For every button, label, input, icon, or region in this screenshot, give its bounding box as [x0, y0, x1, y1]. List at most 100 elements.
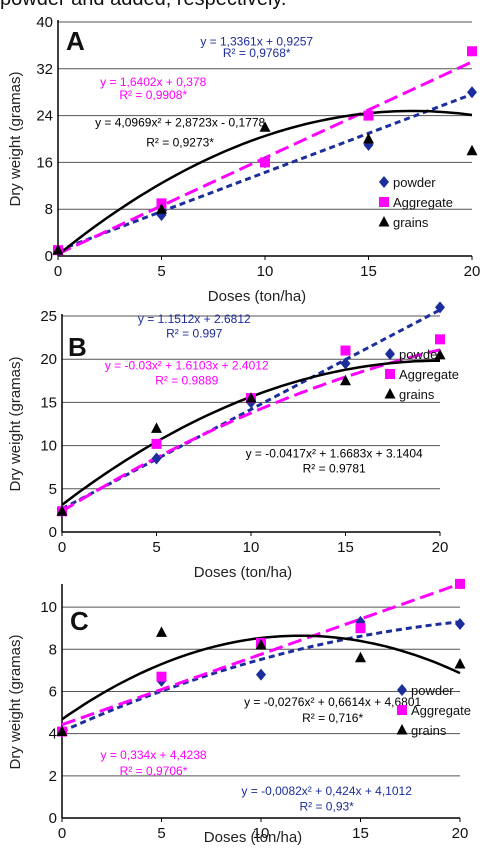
y-tick-label: 40 — [36, 14, 53, 31]
y-tick-label: 5 — [49, 481, 57, 498]
y-tick-label: 25 — [40, 308, 57, 325]
panel-letter: C — [70, 606, 89, 636]
y-tick-label: 0 — [49, 810, 57, 827]
legend-label-grains: grains — [393, 215, 429, 230]
y-tick-label: 4 — [49, 726, 57, 743]
trendline-aggregate — [61, 348, 441, 513]
point-aggregate — [435, 334, 445, 345]
equation-label-grains: R² = 0,9273* — [146, 136, 214, 150]
legend: powder Aggregate grains — [384, 347, 459, 402]
point-powder — [256, 668, 266, 681]
point-aggregate — [363, 110, 374, 121]
y-axis-title: Dry weight (gramas) — [7, 356, 24, 491]
x-tick-label: 15 — [337, 539, 354, 556]
panel-b: 0 5 10 15 20 25 0 5 10 15 20 Doses (ton/ha) Dry weig… — [7, 301, 459, 581]
x-tick-label: 20 — [432, 539, 449, 556]
x-tick-label: 10 — [253, 825, 270, 842]
y-tick-label: 20 — [40, 351, 57, 368]
legend-label-aggregate: Aggregate — [411, 703, 471, 718]
legend-marker-aggregate — [379, 197, 389, 207]
trendline-aggregate — [61, 582, 461, 727]
point-aggregate — [156, 671, 167, 682]
legend: powder Aggregate grains — [396, 683, 471, 738]
point-grains — [255, 639, 267, 650]
y-tick-label: 2 — [49, 768, 57, 785]
y-tick-label: 6 — [49, 683, 57, 700]
legend-marker-grains — [396, 724, 408, 735]
point-grains — [466, 144, 478, 156]
x-tick-label: 0 — [58, 825, 66, 842]
x-tick-label: 5 — [152, 539, 160, 556]
equation-label-aggregate: R² = 0.9889 — [155, 373, 218, 387]
equation-label-powder: y = -0,0082x² + 0,424x + 4,1012 — [241, 784, 412, 798]
point-aggregate — [151, 438, 162, 449]
x-tick-label: 5 — [157, 263, 165, 280]
equation-label-powder: R² = 0,93* — [299, 800, 354, 814]
y-tick-label: 0 — [49, 524, 57, 541]
x-tick-label: 15 — [360, 263, 377, 280]
equation-label-grains: y = -0.0417x² + 1.6683x + 3.1404 — [246, 447, 423, 461]
point-grains — [363, 133, 374, 144]
legend-marker-powder — [379, 176, 389, 188]
equation-label-grains: R² = 0.9781 — [303, 461, 366, 475]
y-tick-label: 0 — [45, 248, 53, 265]
panel-letter: B — [68, 332, 87, 362]
panel-letter: A — [66, 26, 85, 56]
legend-label-grains: grains — [411, 723, 447, 738]
legend-marker-grains — [378, 216, 390, 227]
y-tick-label: 10 — [40, 599, 57, 616]
point-grains — [454, 658, 466, 669]
legend-marker-powder — [397, 684, 407, 696]
equation-label-powder: y = 1,3361x + 0,9257 — [200, 34, 313, 48]
x-tick-label: 0 — [58, 539, 66, 556]
legend-marker-powder — [385, 348, 395, 360]
point-powder — [455, 617, 465, 630]
legend-marker-grains — [384, 388, 396, 399]
point-aggregate — [260, 157, 270, 168]
x-tick-label: 20 — [464, 263, 481, 280]
equation-label-grains: y = 4,0969x² + 2,8723x - 0,1778 — [95, 116, 265, 130]
equation-label-aggregate: y = -0.03x² + 1.6103x + 2.4012 — [105, 359, 269, 373]
x-axis-title: Doses (ton/ha) — [208, 288, 306, 305]
top-caption: powder and added, respectively. — [0, 0, 504, 11]
y-tick-label: 32 — [36, 61, 53, 78]
trendline-grains — [61, 359, 440, 506]
legend-label-powder: powder — [393, 175, 436, 190]
legend-label-aggregate: Aggregate — [399, 367, 459, 382]
equation-label-aggregate: y = 1,6402x + 0,378 — [100, 75, 206, 89]
trendline-grains — [57, 109, 473, 256]
legend-label-aggregate: Aggregate — [393, 195, 453, 210]
y-axis-title: Dry weight (gramas) — [7, 71, 24, 206]
y-tick-label: 24 — [36, 108, 53, 125]
trendline-powder — [57, 92, 473, 253]
point-powder — [435, 301, 445, 314]
x-tick-label: 20 — [452, 825, 469, 842]
point-powder — [467, 86, 477, 99]
legend-label-powder: powder — [399, 347, 442, 362]
point-aggregate — [340, 345, 351, 356]
equation-label-aggregate: y = 0,334x + 4,4238 — [100, 748, 206, 762]
legend-marker-aggregate — [385, 369, 395, 379]
point-grains — [259, 121, 271, 132]
x-tick-label: 10 — [243, 539, 260, 556]
equation-label-aggregate: R² = 0,9908* — [119, 88, 187, 102]
point-aggregate — [455, 578, 465, 589]
point-grains — [56, 505, 68, 516]
point-grains — [156, 203, 167, 214]
equation-label-grains: R² = 0,716* — [302, 711, 363, 725]
point-grains — [151, 422, 162, 433]
legend-marker-aggregate — [397, 705, 407, 715]
point-powder — [340, 357, 351, 370]
point-grains — [340, 374, 351, 386]
point-grains — [52, 244, 64, 255]
point-grains — [245, 392, 257, 403]
equation-label-aggregate: R² = 0,9706* — [120, 764, 188, 778]
x-tick-label: 5 — [157, 825, 165, 842]
legend: powder Aggregate grains — [378, 175, 453, 230]
y-tick-label: 8 — [45, 201, 53, 218]
x-tick-label: 0 — [54, 263, 62, 280]
equation-label-powder: y = 1.1512x + 2.6812 — [138, 312, 251, 326]
y-tick-label: 10 — [40, 438, 57, 455]
panel-a: 0 8 16 24 32 40 0 5 10 15 20 Doses (ton/ha) Dry weig… — [7, 14, 480, 305]
